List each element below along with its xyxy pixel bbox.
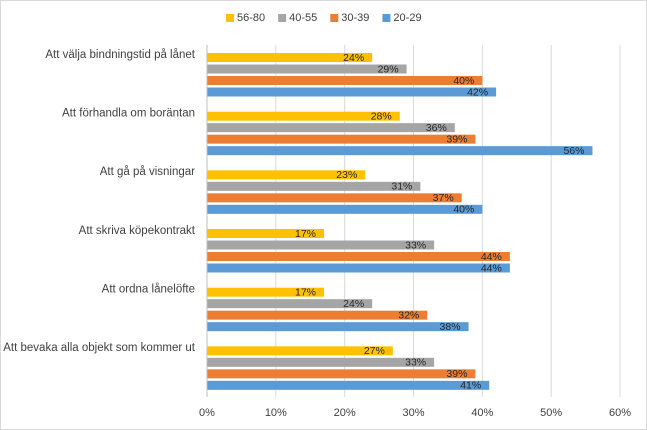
data-label: 32%: [398, 309, 419, 321]
data-label: 37%: [433, 192, 454, 204]
bar: [207, 193, 462, 203]
data-label: 23%: [336, 169, 357, 181]
bar: [207, 357, 435, 367]
x-tick-label: 40%: [471, 407, 493, 419]
data-label: 38%: [440, 321, 461, 333]
data-label: 40%: [453, 204, 474, 216]
legend-label: 56-80: [237, 12, 265, 24]
x-tick-label: 50%: [540, 407, 562, 419]
bar: [207, 240, 435, 250]
bar: [207, 53, 373, 62]
y-tick-label: Att bevaka alla objekt som kommer ut: [3, 342, 196, 354]
bar: [207, 252, 510, 261]
bar: [207, 310, 428, 320]
bar: [207, 287, 325, 297]
x-tick-label: 60%: [609, 407, 631, 419]
data-label: 33%: [405, 357, 426, 369]
legend-swatch: [382, 14, 391, 22]
data-label: 41%: [460, 380, 481, 392]
data-label: 44%: [481, 262, 502, 274]
bar: [207, 299, 373, 309]
legend-swatch: [226, 14, 234, 22]
y-tick-label: Att förhandla om boräntan: [62, 107, 195, 119]
bar: [207, 346, 393, 356]
data-label: 29%: [378, 63, 399, 75]
bar: [207, 229, 325, 238]
data-label: 17%: [295, 286, 316, 298]
bar: [207, 134, 476, 144]
bar: [207, 76, 483, 85]
x-tick-label: 0%: [199, 407, 215, 419]
data-label: 28%: [371, 110, 392, 122]
x-tick-label: 30%: [402, 407, 424, 419]
legend-swatch: [278, 14, 287, 22]
bar: [207, 146, 593, 156]
bar: [207, 204, 483, 214]
data-label: 39%: [446, 368, 467, 380]
data-label: 36%: [426, 122, 447, 134]
y-tick-label: Att gå på visningar: [100, 166, 195, 178]
bar: [207, 181, 421, 191]
bar: [207, 380, 490, 390]
data-label: 40%: [453, 75, 474, 87]
data-label: 27%: [364, 345, 385, 357]
legend-swatch: [330, 14, 339, 22]
data-label: 31%: [391, 181, 412, 193]
x-tick-label: 10%: [265, 407, 287, 419]
data-label: 24%: [343, 52, 364, 64]
bar: [207, 322, 469, 332]
y-tick-label: Att ordna lånelöfte: [102, 283, 195, 295]
bar: [207, 263, 510, 273]
data-label: 33%: [405, 239, 426, 251]
y-tick-label: Att skriva köpekontrakt: [79, 225, 196, 237]
data-label: 24%: [343, 298, 364, 310]
legend-label: 30-39: [341, 12, 369, 24]
data-label: 44%: [481, 251, 502, 263]
y-tick-label: Att välja bindningstid på lånet: [45, 49, 195, 61]
x-tick-label: 20%: [334, 407, 356, 419]
bar: [207, 64, 407, 74]
bar: [207, 369, 476, 379]
data-label: 56%: [563, 145, 584, 157]
data-label: 17%: [295, 228, 316, 240]
bar: [207, 170, 366, 180]
bar: [207, 123, 455, 133]
data-label: 42%: [467, 86, 488, 98]
data-label: 39%: [446, 133, 467, 145]
legend-label: 20-29: [393, 12, 421, 24]
legend-label: 40-55: [289, 12, 317, 24]
bar: [207, 111, 400, 121]
bar: [207, 87, 497, 97]
